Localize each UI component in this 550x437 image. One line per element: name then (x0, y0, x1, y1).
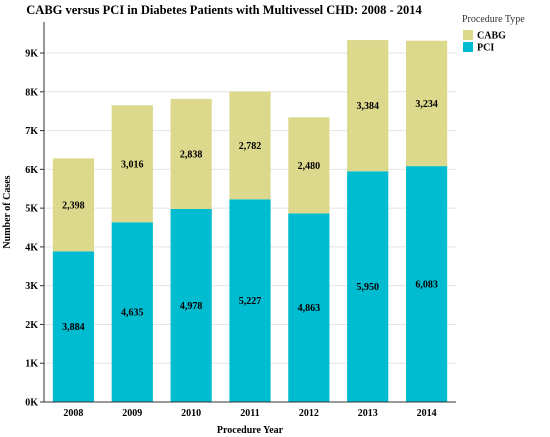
y-axis-ticks: 0K 1K 2K 3K 4K 5K 6K 7K 8K 9K (25, 49, 44, 409)
bars (52, 40, 448, 402)
data-label-pci-2009: 4,635 (121, 308, 144, 319)
y-tick-label: 6K (25, 165, 38, 176)
data-label-cabg-2013: 3,384 (356, 101, 379, 112)
data-label-cabg-2014: 3,234 (415, 99, 438, 110)
bar-cabg-2014 (405, 40, 448, 167)
x-tick-label: 2008 (63, 408, 83, 419)
data-label-pci-2011: 5,227 (239, 296, 262, 307)
x-tick-label: 2009 (122, 408, 142, 419)
bar-cabg-2009 (111, 105, 153, 223)
bar-pci-2008 (52, 251, 95, 402)
data-label-pci-2010: 4,978 (180, 301, 203, 312)
data-label-pci-2008: 3,884 (62, 322, 85, 333)
y-tick-label: 9K (25, 49, 38, 60)
y-tick-label: 3K (25, 281, 38, 292)
x-tick-label: 2012 (299, 408, 319, 419)
bar-cabg-2013 (347, 40, 389, 172)
data-label-cabg-2010: 2,838 (180, 149, 203, 160)
data-labels: 3,884 2,398 4,635 3,016 4,978 2,838 5,227 2,782… (62, 99, 438, 333)
x-tick-label: 2010 (181, 408, 201, 419)
data-label-cabg-2008: 2,398 (62, 200, 85, 211)
data-label-cabg-2012: 2,480 (298, 161, 321, 172)
y-axis-label: Number of Cases (2, 175, 13, 248)
y-tick-label: 8K (25, 87, 38, 98)
y-tick-label: 4K (25, 242, 38, 253)
bar-cabg-2008 (52, 158, 95, 252)
x-axis-label: Procedure Year (217, 425, 284, 436)
legend-swatch-cabg (463, 30, 473, 40)
legend-label-cabg: CABG (477, 31, 506, 42)
x-tick-label: 2013 (358, 408, 378, 419)
bar-pci-2009 (111, 222, 153, 402)
legend-title: Procedure Type (462, 14, 525, 25)
y-tick-label: 2K (25, 320, 38, 331)
bar-pci-2012 (288, 213, 330, 402)
bar-cabg-2012 (288, 117, 330, 214)
x-tick-label: 2011 (240, 408, 259, 419)
data-label-pci-2014: 6,083 (415, 280, 438, 291)
x-tick-label: 2014 (417, 408, 437, 419)
y-tick-label: 1K (25, 359, 38, 370)
bar-pci-2013 (347, 171, 389, 402)
y-tick-label: 7K (25, 126, 38, 137)
data-label-pci-2013: 5,950 (356, 282, 379, 293)
chart-title: CABG versus PCI in Diabetes Patients wit… (26, 3, 422, 17)
bar-pci-2010 (170, 208, 212, 402)
bar-pci-2014 (405, 166, 448, 402)
data-label-pci-2012: 4,863 (298, 303, 321, 314)
data-label-cabg-2009: 3,016 (121, 159, 144, 170)
data-label-cabg-2011: 2,782 (239, 141, 262, 152)
bar-pci-2011 (229, 199, 271, 402)
bar-cabg-2010 (170, 98, 212, 209)
bar-cabg-2011 (229, 91, 271, 200)
legend-swatch-pci (463, 42, 473, 52)
x-axis-ticks: 2008 2009 2010 2011 2012 2013 2014 (63, 408, 436, 419)
y-tick-label: 0K (25, 398, 38, 409)
legend-label-pci: PCI (477, 43, 494, 54)
y-tick-label: 5K (25, 204, 38, 215)
